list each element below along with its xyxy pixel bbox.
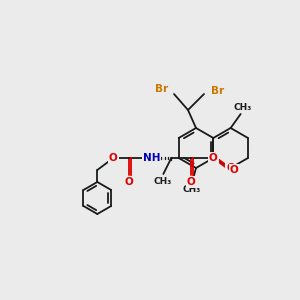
Text: O: O: [109, 153, 118, 163]
Text: Br: Br: [212, 86, 225, 96]
Text: O: O: [226, 163, 235, 173]
Text: Br: Br: [155, 84, 169, 94]
Text: NH: NH: [142, 153, 160, 163]
Text: O: O: [187, 177, 196, 187]
Text: O: O: [230, 165, 239, 175]
Text: O: O: [125, 177, 134, 187]
Text: CH₃: CH₃: [233, 103, 252, 112]
Text: CH₃: CH₃: [183, 184, 201, 194]
Text: CH₃: CH₃: [153, 176, 171, 185]
Text: O: O: [209, 153, 218, 163]
